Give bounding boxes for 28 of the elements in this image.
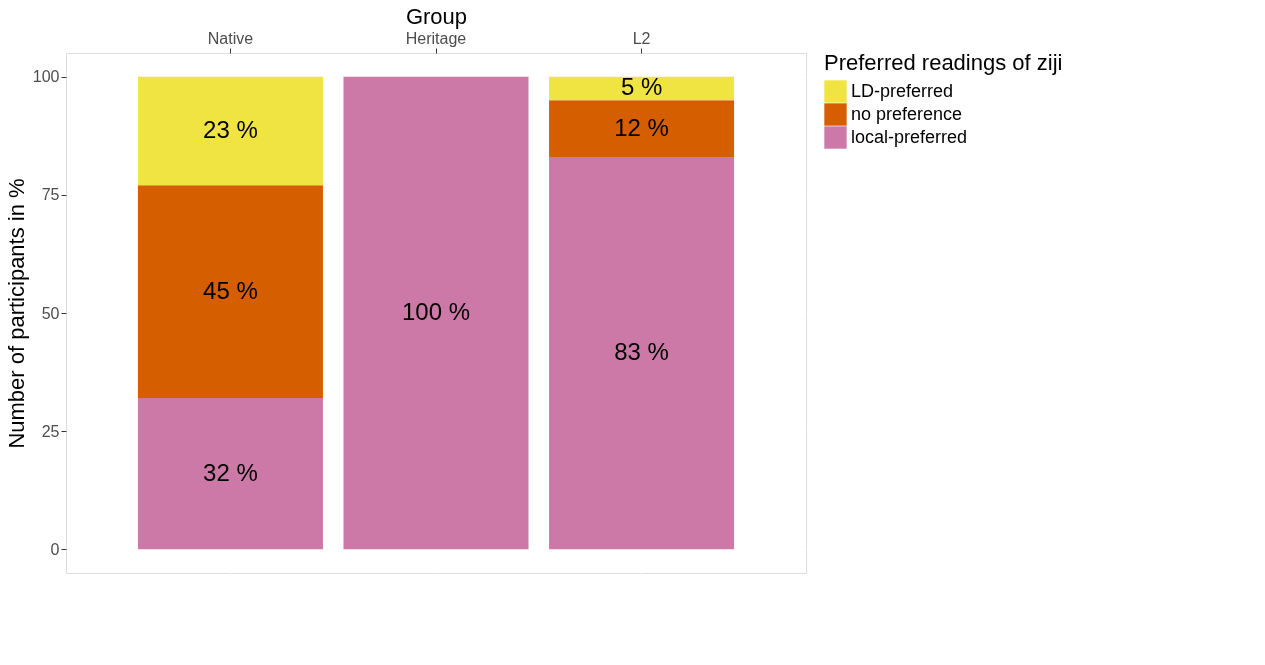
data-label: 23 % (203, 116, 258, 143)
bar (137, 398, 323, 550)
bar (137, 185, 323, 399)
bar (137, 76, 323, 186)
legend-title: Preferred readings of ziji (824, 50, 1063, 75)
y-axis-title: Number of participants in % (3, 178, 29, 449)
bar (549, 100, 735, 157)
bar (343, 76, 529, 550)
bar (549, 76, 735, 101)
data-label: 100 % (401, 298, 471, 325)
legend-label: no preference (851, 103, 963, 124)
x-tick-label: Native (207, 29, 254, 47)
data-label: 32 % (203, 458, 258, 486)
data-label: 12 % (614, 113, 669, 141)
y-tick-label: 50 (41, 304, 60, 322)
y-tick-label: 75 (41, 186, 60, 204)
x-tick-label: Heritage (405, 29, 467, 47)
data-label: 45 % (203, 276, 258, 304)
y-tick-label: 0 (50, 540, 60, 558)
x-tick-label: L2 (632, 29, 651, 47)
legend-label: LD-preferred (851, 80, 954, 101)
y-tick-label: 25 (41, 422, 60, 440)
legend-label: local-preferred (851, 126, 968, 147)
y-tick-label: 100 (32, 68, 60, 86)
data-label: 5 % (620, 73, 663, 101)
x-axis-title: Group (405, 3, 468, 29)
bar (549, 157, 735, 550)
data-label: 83 % (614, 338, 669, 366)
